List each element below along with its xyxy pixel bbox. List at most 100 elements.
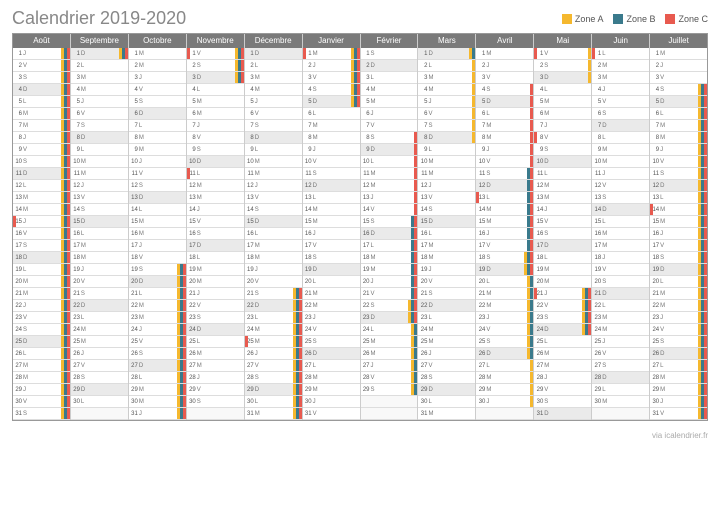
weekday-label: J [23, 219, 31, 225]
day-number: 20 [592, 279, 602, 285]
day-cell: 3V [650, 72, 707, 84]
day-number: 29 [418, 387, 428, 393]
day-number: 10 [418, 159, 428, 165]
day-number: 8 [129, 135, 139, 141]
day-number: 8 [13, 135, 23, 141]
zone-c-bar [67, 84, 70, 95]
day-number: 20 [245, 279, 255, 285]
day-cell: 2J [650, 60, 707, 72]
day-number: 24 [534, 327, 544, 333]
weekday-label: J [602, 171, 610, 177]
day-cell: 10S [13, 156, 70, 168]
day-number: 20 [129, 279, 139, 285]
day-cell: 22M [476, 300, 533, 312]
zone-c-bar [67, 288, 70, 299]
zone-bars [351, 60, 360, 71]
weekday-label: M [544, 111, 552, 117]
day-cell: 16L [71, 228, 128, 240]
day-number: 18 [129, 255, 139, 261]
zone-bars [698, 120, 707, 131]
zone-c-bar [67, 168, 70, 179]
day-cell: 15V [187, 216, 244, 228]
day-number: 11 [361, 171, 371, 177]
weekday-label: L [544, 255, 552, 261]
day-cell: 23M [129, 312, 186, 324]
weekday-label: D [428, 303, 436, 309]
day-number: 24 [361, 327, 371, 333]
weekday-label: L [81, 315, 89, 321]
zone-bars [61, 132, 70, 143]
weekday-label: L [81, 231, 89, 237]
zone-c-bar [704, 216, 707, 227]
zone-bars [61, 408, 70, 419]
holiday-marker [476, 192, 479, 203]
zone-c-bar [67, 372, 70, 383]
weekday-label: M [486, 303, 494, 309]
day-number: 9 [187, 147, 197, 153]
zone-c-bar [67, 180, 70, 191]
weekday-label: M [313, 51, 321, 57]
day-number: 1 [650, 51, 660, 57]
zone-c-bar [704, 300, 707, 311]
day-number: 4 [187, 87, 197, 93]
weekday-label: D [81, 135, 89, 141]
zone-a-bar [472, 132, 475, 143]
weekday-label: J [139, 159, 147, 165]
weekday-label: M [544, 363, 552, 369]
weekday-label: D [255, 51, 263, 57]
day-number: 16 [418, 231, 428, 237]
day-number: 18 [361, 255, 371, 261]
day-number: 23 [418, 315, 428, 321]
weekday-label: S [486, 255, 494, 261]
header: Calendrier 2019-2020 Zone AZone BZone C [12, 8, 708, 29]
weekday-label: S [660, 339, 668, 345]
day-cell: 26J [418, 348, 475, 360]
day-cell: 17V [476, 240, 533, 252]
weekday-label: J [660, 147, 668, 153]
weekday-label: M [139, 63, 147, 69]
zone-bars [414, 168, 417, 179]
day-cell: 22D [418, 300, 475, 312]
day-cell: 15M [303, 216, 360, 228]
day-cell: 7J [534, 120, 591, 132]
calendar-grid: Août1J2V3S4D5L6M7M8J9V10S11D12L13M14M15J… [12, 33, 708, 421]
zone-a-bar [530, 360, 533, 371]
day-cell: 5S [129, 96, 186, 108]
day-cell: 21M [650, 288, 707, 300]
zone-bars [411, 348, 417, 359]
day-cell: 17D [187, 240, 244, 252]
day-number: 14 [476, 207, 486, 213]
weekday-label: J [371, 363, 379, 369]
weekday-label: M [139, 219, 147, 225]
day-number: 6 [476, 111, 486, 117]
day-number: 31 [303, 411, 313, 417]
day-number: 15 [129, 219, 139, 225]
day-cell: 15D [245, 216, 302, 228]
weekday-label: M [486, 387, 494, 393]
day-cell: 14S [71, 204, 128, 216]
zone-c-bar [67, 264, 70, 275]
day-cell: 18L [534, 252, 591, 264]
day-cell: 27D [129, 360, 186, 372]
weekday-label: V [197, 303, 205, 309]
day-cell: 22J [13, 300, 70, 312]
zone-c-bar [125, 48, 128, 59]
day-number: 25 [361, 339, 371, 345]
weekday-label: M [313, 387, 321, 393]
zone-c-bar [357, 60, 360, 71]
day-cell: 17M [418, 240, 475, 252]
month-column: Juin1L2M3M4J5V6S7D8L9M10M11J12V13S14D15L… [592, 34, 650, 420]
weekday-label: M [371, 255, 379, 261]
day-number: 27 [13, 363, 23, 369]
day-number: 16 [592, 231, 602, 237]
day-cell: 29D [418, 384, 475, 396]
day-cell: 30L [418, 396, 475, 408]
day-number: 15 [592, 219, 602, 225]
day-number: 29 [534, 387, 544, 393]
day-cell: 20V [71, 276, 128, 288]
zone-bars [119, 48, 128, 59]
zone-c-bar [183, 348, 186, 359]
weekday-label: S [486, 171, 494, 177]
day-number: 5 [13, 99, 23, 105]
weekday-label: S [544, 399, 552, 405]
